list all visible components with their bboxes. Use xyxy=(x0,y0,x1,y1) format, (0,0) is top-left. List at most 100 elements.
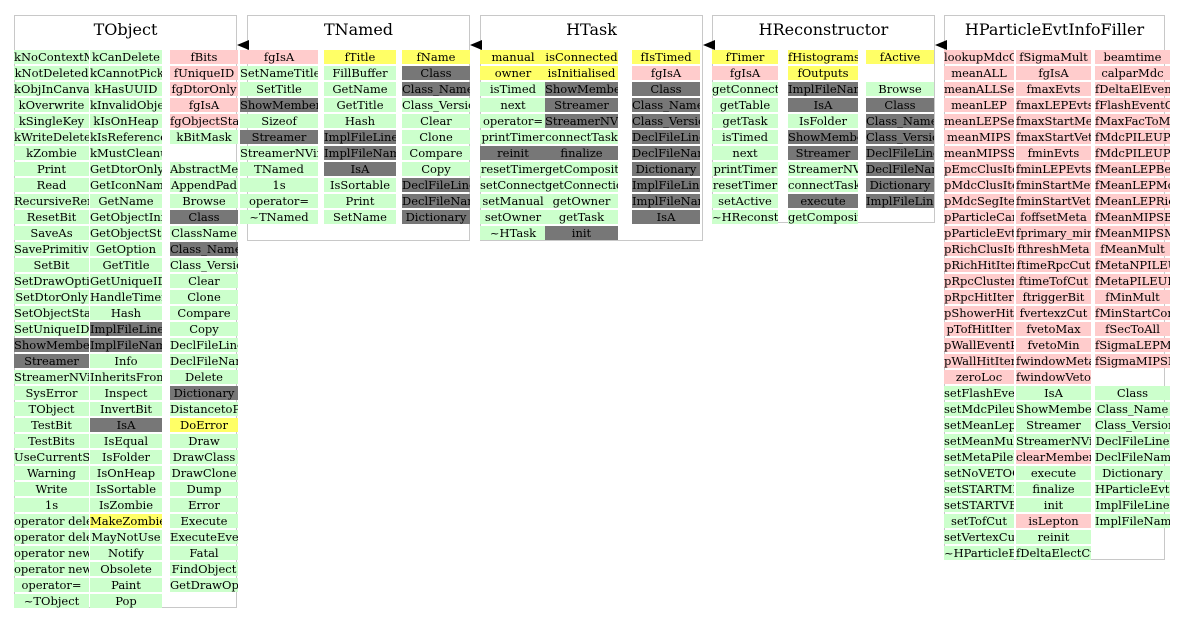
member-cell: 1s xyxy=(240,178,318,192)
member-cell: Class_Version xyxy=(170,258,238,272)
member-cell: fvetoMax xyxy=(1016,322,1091,336)
member-cell: Class_Name xyxy=(866,114,934,128)
member-cell: Obsolete xyxy=(90,562,162,576)
member-cell: kNotDeleted xyxy=(14,66,89,80)
member-cell: Class_Name xyxy=(402,82,470,96)
inheritance-arrowhead xyxy=(935,40,947,50)
member-cell: fMeanLEPRichQACut xyxy=(1095,194,1170,208)
member-cell: StreamerNVirtual xyxy=(545,114,618,128)
member-cell: next xyxy=(712,146,778,160)
member-cell: operator= xyxy=(14,578,89,592)
member-cell: fMeanLEPBetaCut xyxy=(1095,162,1170,176)
member-cell: fmaxStartVeto xyxy=(1016,130,1091,144)
member-cell: kZombie xyxy=(14,146,89,160)
member-cell: ftimeRpcCut xyxy=(1016,258,1091,272)
member-cell: fName xyxy=(402,50,470,64)
member-cell: ShowMembers xyxy=(14,338,89,352)
member-cell: pTofHitIter xyxy=(944,322,1014,336)
member-cell: DeclFileLine xyxy=(402,178,470,192)
member-cell: fminLEPEvts xyxy=(1016,162,1091,176)
member-cell: ImplFileName xyxy=(90,338,162,352)
member-cell: StreamerNVirtual xyxy=(240,146,318,160)
member-cell: DeclFileLine xyxy=(866,146,934,160)
member-cell: Warning xyxy=(14,466,89,480)
member-cell: fTimer xyxy=(712,50,778,64)
member-cell: Execute xyxy=(170,514,238,528)
member-cell: Dictionary xyxy=(170,386,238,400)
member-cell: Read xyxy=(14,178,89,192)
member-cell: isTimed xyxy=(712,130,778,144)
member-cell: DeclFileLine xyxy=(170,338,238,352)
member-cell: Draw xyxy=(170,434,238,448)
member-cell: IsA xyxy=(324,162,396,176)
member-cell: execute xyxy=(1016,466,1091,480)
member-cell: ftriggerBit xyxy=(1016,290,1091,304)
member-cell: kInvalidObject xyxy=(90,98,162,112)
member-cell: pRichHitIter xyxy=(944,258,1014,272)
member-cell: FindObject xyxy=(170,562,238,576)
member-cell: calparMdc xyxy=(1095,66,1170,80)
member-cell: Class xyxy=(402,66,470,80)
member-cell: Streamer xyxy=(14,354,89,368)
class-title: TNamed xyxy=(323,20,394,39)
member-cell: StreamerNVirtual xyxy=(1016,434,1091,448)
member-cell: kOverwrite xyxy=(14,98,89,112)
member-cell: fgObjectStat xyxy=(170,114,238,128)
member-cell: Class_Name xyxy=(632,98,700,112)
member-cell: Copy xyxy=(170,322,238,336)
member-cell: pMdcClusIter xyxy=(944,178,1014,192)
member-cell: setSTARTMETACUT xyxy=(944,482,1014,496)
member-cell: ShowMembers xyxy=(545,82,618,96)
member-cell: DeclFileName xyxy=(170,354,238,368)
member-cell: UseCurrentStyle xyxy=(14,450,89,464)
member-cell: fgIsA xyxy=(1016,66,1091,80)
member-cell: fminEvts xyxy=(1016,146,1091,160)
member-cell: SetDtorOnly xyxy=(14,290,89,304)
member-cell: operator delete xyxy=(14,514,89,528)
member-cell: meanALLSec xyxy=(944,82,1014,96)
member-cell: ImplFileLine xyxy=(866,194,934,208)
member-cell: DeclFileName xyxy=(1095,450,1170,464)
member-cell: SetBit xyxy=(14,258,89,272)
member-cell: GetDrawOption xyxy=(170,578,238,592)
member-cell: fMeanLEPMomCut xyxy=(1095,178,1170,192)
member-cell: Class_Version xyxy=(866,130,934,144)
member-cell: ExecuteEvent xyxy=(170,530,238,544)
member-cell: getTask xyxy=(545,210,618,224)
member-cell: Copy xyxy=(402,162,470,176)
member-cell: ~HReconstructor xyxy=(712,210,778,224)
member-cell: getComposite xyxy=(545,162,618,176)
member-cell: setMetaPileUpCut xyxy=(944,450,1014,464)
member-cell: fMetaPILEUPCut xyxy=(1095,274,1170,288)
member-cell: SetDrawOption xyxy=(14,274,89,288)
member-cell: isTimed xyxy=(480,82,546,96)
member-cell: Error xyxy=(170,498,238,512)
member-cell: Info xyxy=(90,354,162,368)
member-cell: clearMembers xyxy=(1016,450,1091,464)
member-cell: ImplFileLine xyxy=(90,322,162,336)
member-cell: fgIsA xyxy=(240,50,318,64)
member-cell: zeroLoc xyxy=(944,370,1014,384)
member-cell: FillBuffer xyxy=(324,66,396,80)
member-cell: IsSortable xyxy=(324,178,396,192)
member-cell: IsA xyxy=(632,210,700,224)
member-cell: ~TNamed xyxy=(240,210,318,224)
member-cell: init xyxy=(1016,498,1091,512)
member-cell: fMeanMIPSMult xyxy=(1095,226,1170,240)
member-cell: getComposite xyxy=(788,210,858,224)
member-cell: Class_Version xyxy=(1095,418,1170,432)
member-cell: reinit xyxy=(1016,530,1091,544)
member-cell: fSigmaLEPMult xyxy=(1095,338,1170,352)
inheritance-arrowhead xyxy=(470,40,482,50)
member-cell: kSingleKey xyxy=(14,114,89,128)
member-cell: setMeanLepMult xyxy=(944,418,1014,432)
member-cell: setOwner xyxy=(480,210,546,224)
member-cell: operator= xyxy=(240,194,318,208)
member-cell: Dictionary xyxy=(632,162,700,176)
member-cell: IsOnHeap xyxy=(90,466,162,480)
member-cell: pParticleCandIter xyxy=(944,210,1014,224)
member-cell: DeclFileLine xyxy=(632,130,700,144)
member-cell: ImplFileLine xyxy=(632,178,700,192)
member-cell: Write xyxy=(14,482,89,496)
member-cell: fUniqueID xyxy=(170,66,238,80)
